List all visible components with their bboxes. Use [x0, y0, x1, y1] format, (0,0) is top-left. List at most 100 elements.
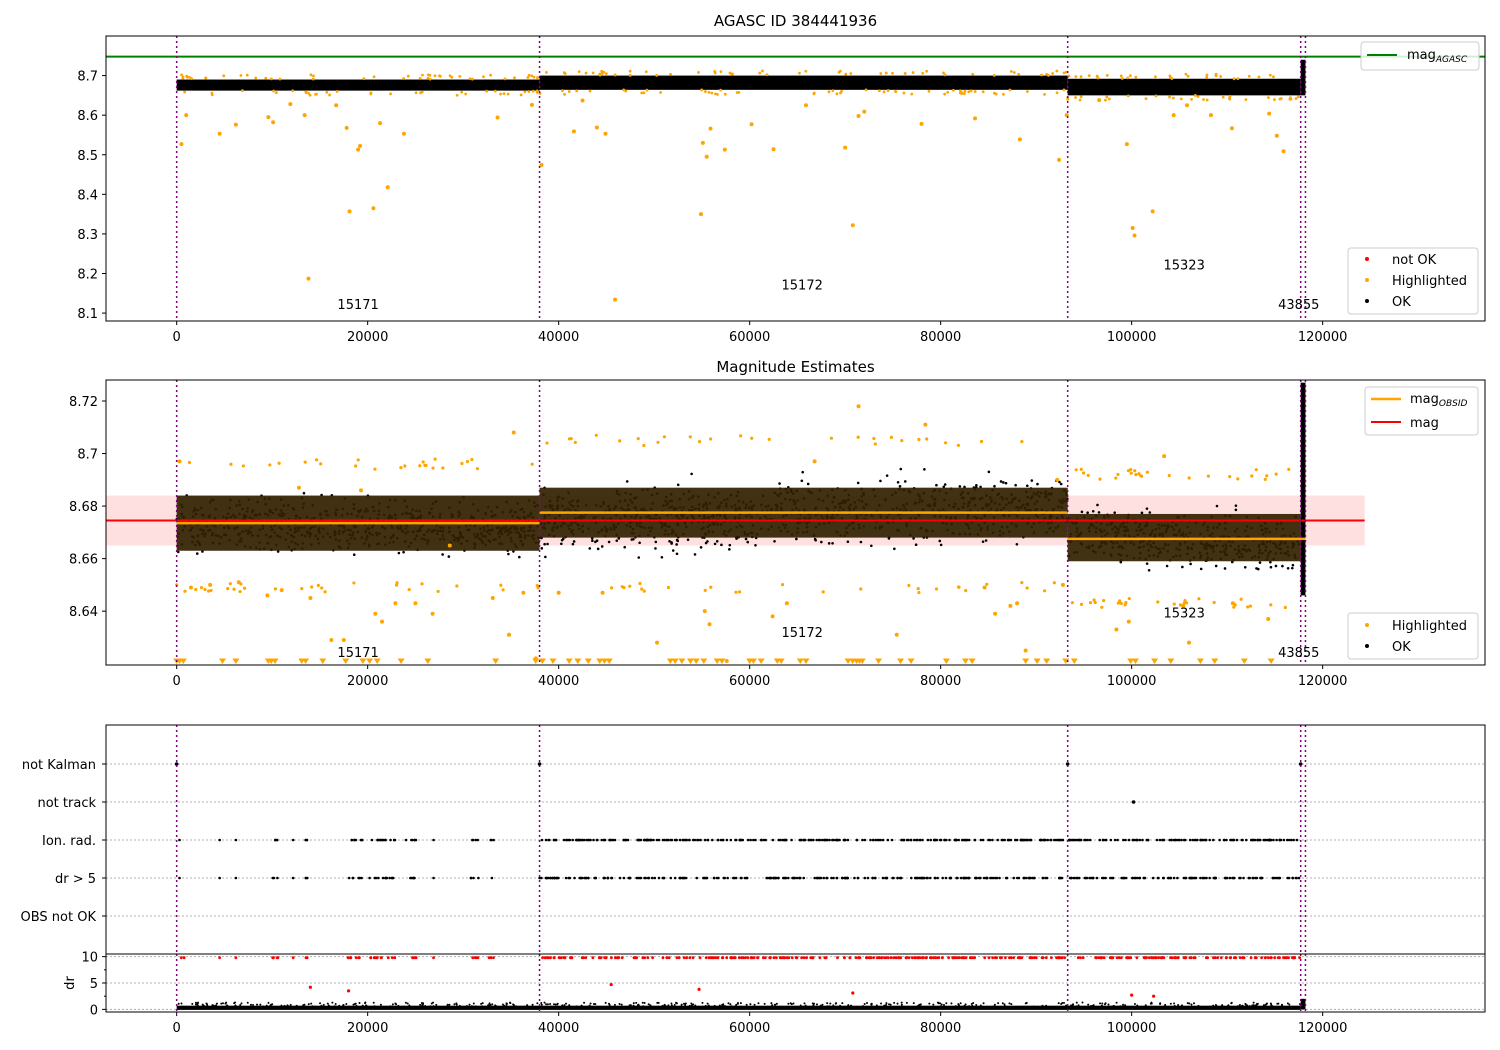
highlighted-point	[362, 77, 366, 81]
ok-point	[1274, 564, 1278, 568]
flag-point	[674, 838, 678, 842]
dr-point	[1041, 1004, 1044, 1007]
flag-point	[1006, 838, 1010, 842]
dr-point	[1003, 1004, 1006, 1007]
flag-point	[544, 838, 548, 842]
flag-point	[1058, 838, 1062, 842]
ok-point	[987, 470, 991, 474]
flag-point	[1141, 838, 1144, 842]
flag-point	[291, 876, 295, 880]
dr-point	[1077, 1004, 1080, 1007]
flag-point	[218, 838, 221, 842]
highlighted-point	[697, 439, 702, 444]
dr-point	[361, 1004, 364, 1007]
dr-point	[1150, 1002, 1153, 1005]
dr-point	[745, 1005, 748, 1008]
ok-point	[544, 555, 547, 559]
dr-point	[287, 1005, 290, 1008]
flag-point	[274, 838, 277, 842]
highlighted-point	[1120, 77, 1124, 80]
dr-point	[745, 1003, 748, 1006]
flag-point	[1146, 838, 1150, 842]
flag-point	[1138, 838, 1142, 842]
flag-point	[754, 838, 757, 842]
highlighted-point	[638, 581, 642, 586]
highlighted-point	[1239, 597, 1243, 601]
highlighted-point	[844, 72, 848, 76]
ok-point	[820, 540, 823, 544]
highlighted-point	[708, 437, 713, 441]
highlighted-point	[886, 89, 890, 92]
dr-clipped-point	[1232, 956, 1236, 960]
dr-point	[239, 1004, 242, 1007]
dr-clipped-point	[991, 956, 995, 960]
ok-point	[690, 472, 693, 476]
dr-point	[637, 1003, 640, 1006]
flag-point	[1057, 876, 1061, 880]
dr-point	[724, 1005, 727, 1008]
flag-point	[304, 876, 308, 880]
dr-point	[549, 1003, 552, 1006]
highlighted-point	[421, 73, 424, 77]
highlighted-point	[238, 589, 242, 594]
x-tick-label: 20000	[347, 330, 388, 345]
highlighted-point	[308, 93, 312, 97]
ok-point	[806, 482, 810, 486]
ok-point	[993, 484, 996, 488]
dr-point	[310, 1002, 313, 1005]
highlighted-point	[1244, 98, 1248, 101]
highlighted-point	[239, 582, 243, 586]
dr-clipped-point	[836, 956, 839, 960]
flag-point	[580, 876, 584, 880]
dr-point	[1193, 1002, 1196, 1005]
ok-point	[607, 540, 611, 544]
highlighted-point	[371, 206, 376, 211]
flag-point	[1032, 876, 1036, 880]
dr-clipped-point	[897, 956, 901, 960]
dr-point	[730, 1005, 733, 1008]
dr-points-band	[176, 1005, 1301, 1010]
highlighted-point	[441, 466, 445, 470]
flag-point	[218, 876, 221, 880]
dr-point	[342, 1004, 345, 1007]
dr-point	[1032, 1005, 1035, 1008]
dr-point	[429, 1005, 432, 1008]
highlighted-point	[620, 585, 624, 589]
highlighted-point	[1012, 71, 1016, 74]
flag-point	[1204, 838, 1207, 842]
ok-point	[1199, 567, 1203, 571]
highlighted-point	[1102, 598, 1106, 603]
highlighted-point	[1167, 473, 1171, 478]
dr-clipped-point	[999, 956, 1002, 960]
highlighted-point	[992, 73, 996, 77]
dr-clipped-point	[1110, 956, 1114, 960]
flag-point	[695, 876, 699, 880]
dr-clipped-point	[1056, 956, 1060, 960]
flag-point	[1162, 876, 1166, 880]
highlighted-point	[1247, 74, 1251, 78]
flag-point	[964, 838, 967, 842]
dr-point	[354, 1002, 357, 1005]
flag-point	[892, 876, 895, 880]
dr-point	[690, 1002, 693, 1005]
dr-clipped-point	[1147, 956, 1151, 960]
flag-point	[1100, 876, 1104, 880]
highlighted-point	[228, 582, 232, 586]
dr-point	[397, 1004, 400, 1007]
dr-point	[1124, 1004, 1127, 1007]
highlighted-point	[780, 583, 785, 587]
flag-point	[432, 876, 435, 880]
legend-marker	[1365, 644, 1369, 648]
highlighted-point	[719, 70, 723, 74]
dr-point	[1062, 1001, 1065, 1004]
highlighted-point	[642, 443, 646, 448]
flag-point	[1113, 838, 1117, 842]
dr-point	[556, 1002, 559, 1005]
dr-point	[821, 1003, 824, 1006]
flag-point	[657, 876, 661, 880]
highlighted-point	[527, 90, 531, 93]
highlighted-point	[722, 147, 727, 152]
dr-clipped-point	[1041, 956, 1045, 960]
ok-point	[1014, 483, 1017, 487]
dr-point	[488, 1006, 491, 1009]
